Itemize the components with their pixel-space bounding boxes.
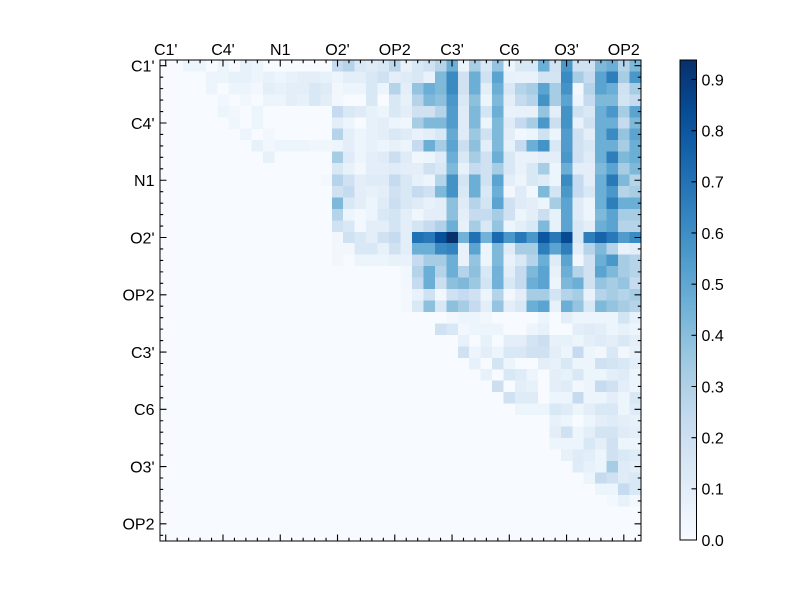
svg-text:N1: N1 [270,42,291,59]
svg-text:OP2: OP2 [608,42,640,59]
svg-text:C6: C6 [499,42,520,59]
svg-text:0.6: 0.6 [702,226,724,243]
svg-text:0.2: 0.2 [702,430,724,447]
svg-text:C4': C4' [131,116,155,133]
svg-text:0.4: 0.4 [702,328,724,345]
svg-text:OP2: OP2 [379,42,411,59]
svg-text:O2': O2' [130,230,154,247]
svg-text:C4': C4' [211,42,235,59]
svg-text:0.1: 0.1 [702,482,724,499]
svg-text:C6: C6 [134,402,155,419]
svg-text:C3': C3' [440,42,464,59]
svg-text:C1': C1' [154,42,178,59]
svg-text:0.5: 0.5 [702,277,724,294]
svg-text:N1: N1 [134,173,155,190]
svg-text:0.7: 0.7 [702,175,724,192]
svg-text:0.3: 0.3 [702,379,724,396]
svg-text:0.0: 0.0 [702,533,724,550]
svg-text:O3': O3' [554,42,578,59]
svg-text:OP2: OP2 [122,517,154,534]
svg-text:OP2: OP2 [122,288,154,305]
svg-text:0.9: 0.9 [702,72,724,89]
svg-text:C1': C1' [131,59,155,76]
svg-text:O2': O2' [325,42,349,59]
svg-text:C3': C3' [131,345,155,362]
svg-text:O3': O3' [130,459,154,476]
svg-text:0.8: 0.8 [702,123,724,140]
